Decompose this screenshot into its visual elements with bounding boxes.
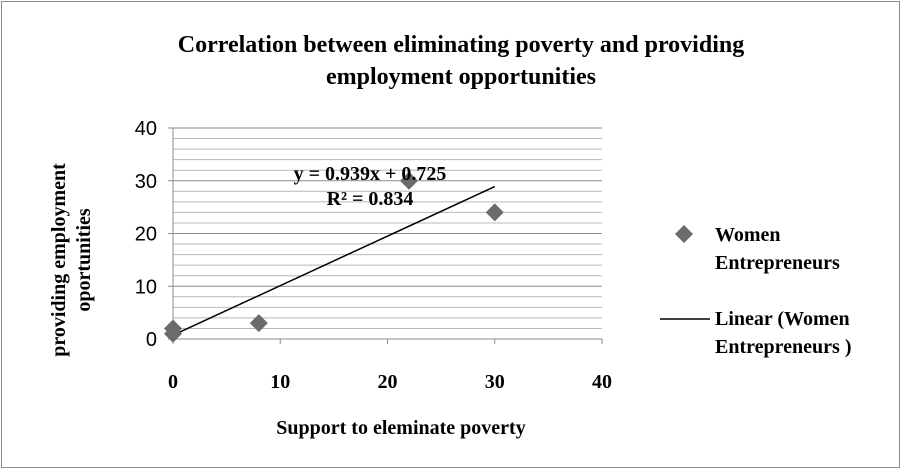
data-point-diamond xyxy=(399,171,418,190)
x-tick-label: 0 xyxy=(168,371,178,393)
trendline-equation: y = 0.939x + 0.725 xyxy=(294,163,447,185)
legend-trendline-label-line-2: Entrepreneurs ) xyxy=(715,336,851,358)
x-tick-label: 30 xyxy=(485,371,505,393)
x-tick-label: 40 xyxy=(592,371,612,393)
data-point-diamond xyxy=(249,314,268,333)
y-axis-title: providing employment oportunities xyxy=(48,163,95,357)
data-point-diamond xyxy=(164,319,182,338)
tick-labels: 0 10 20 30 40 0 10 20 30 40 xyxy=(135,118,612,393)
linear-trendline xyxy=(172,185,496,336)
trendline-layer xyxy=(172,185,496,336)
trendline-r-squared: R² = 0.834 xyxy=(327,188,414,210)
data-points xyxy=(164,171,504,343)
legend-trendline-label-line-1: Linear (Women xyxy=(715,308,850,330)
y-tick-label: 30 xyxy=(135,171,157,193)
y-tick-label: 10 xyxy=(135,276,157,298)
x-axis-title: Support to eleminate poverty xyxy=(276,417,525,439)
y-tick-label: 20 xyxy=(135,224,157,246)
legend: Women Entrepreneurs Linear (Women Entrep… xyxy=(660,224,851,358)
chart-title-line-1: Correlation between eliminating poverty … xyxy=(178,32,744,58)
y-axis-title-line-1: providing employment xyxy=(48,163,70,357)
x-tick-label: 10 xyxy=(270,371,290,393)
x-tick-label: 20 xyxy=(378,371,398,393)
y-axis-title-line-2: oportunities xyxy=(73,208,95,312)
chart-title-line-2: employment opportunities xyxy=(326,64,596,90)
scatter-chart: 0 10 20 30 40 0 10 20 30 40 Correlation between e… xyxy=(48,32,851,439)
y-tick-label: 40 xyxy=(135,118,157,140)
legend-diamond-marker xyxy=(675,225,693,243)
legend-series-label-line-2: Entrepreneurs xyxy=(715,252,840,274)
gridlines xyxy=(173,127,602,340)
y-tick-label: 0 xyxy=(146,329,157,351)
legend-series-label-line-1: Women xyxy=(715,224,781,246)
data-point-diamond xyxy=(485,203,504,222)
